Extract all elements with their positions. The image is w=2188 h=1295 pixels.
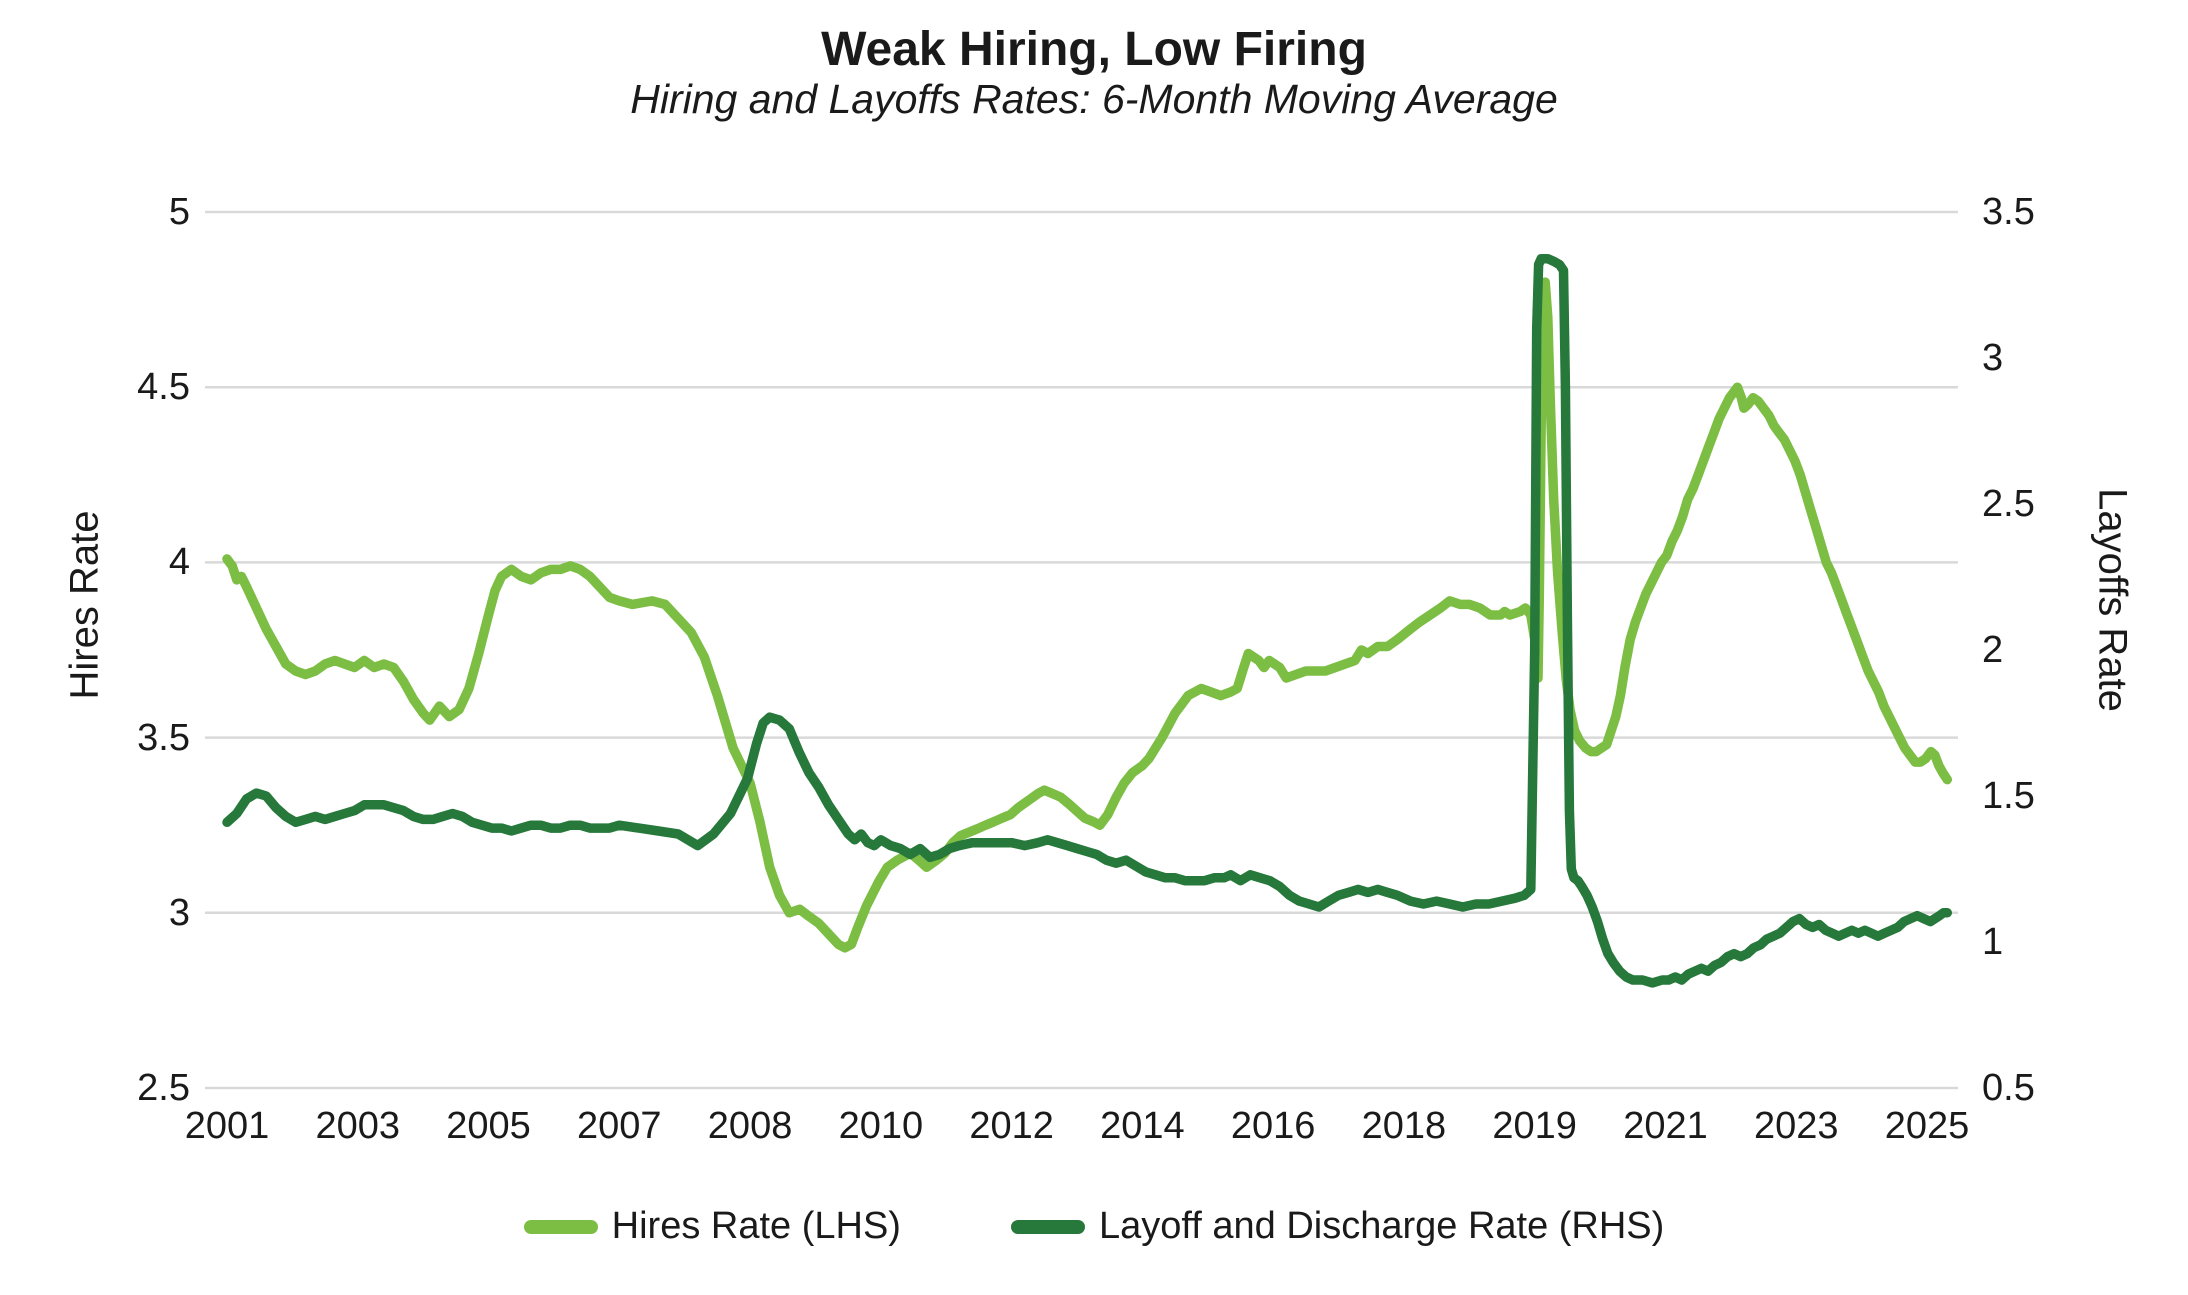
left-axis-tick-label: 2.5 bbox=[137, 1067, 190, 1109]
layoffs-line-swatch-icon bbox=[1010, 1219, 1085, 1234]
legend: Hires Rate (LHS) Layoff and Discharge Ra… bbox=[0, 1205, 2188, 1248]
x-axis-tick-label: 2016 bbox=[1230, 1105, 1316, 1147]
chart-title: Weak Hiring, Low Firing bbox=[821, 23, 1367, 76]
x-axis-tick-label: 2012 bbox=[969, 1105, 1054, 1147]
legend-item-layoffs: Layoff and Discharge Rate (RHS) bbox=[1010, 1205, 1665, 1248]
right-axis-tick-label: 2 bbox=[1982, 629, 2004, 671]
hires-rate-line bbox=[222, 277, 1953, 953]
left-axis-tick-label: 3 bbox=[168, 891, 190, 934]
left-axis-tick-label: 3.5 bbox=[137, 716, 190, 759]
left-axis-tick-label: 4 bbox=[168, 541, 190, 584]
x-axis-tick-label: 2008 bbox=[707, 1105, 793, 1147]
right-axis-tick-label: 1 bbox=[1982, 921, 2004, 963]
x-axis-tick-label: 2003 bbox=[315, 1105, 401, 1147]
legend-label-hires: Hires Rate (LHS) bbox=[611, 1205, 901, 1247]
x-axis-tick-label: 2019 bbox=[1492, 1105, 1577, 1147]
hires-line-swatch-icon bbox=[523, 1219, 598, 1234]
right-axis-tick-label: 0.5 bbox=[1982, 1067, 2035, 1109]
x-axis-tick-label: 2025 bbox=[1884, 1105, 1970, 1147]
legend-item-hires: Hires Rate (LHS) bbox=[523, 1205, 901, 1248]
x-axis-tick-label: 2023 bbox=[1753, 1105, 1839, 1147]
x-axis-tick-label: 2018 bbox=[1361, 1105, 1447, 1147]
chart-subtitle: Hiring and Layoffs Rates: 6-Month Moving… bbox=[630, 76, 1558, 122]
right-axis-tick-label: 2.5 bbox=[1982, 483, 2035, 525]
x-axis-tick-label: 2001 bbox=[184, 1105, 270, 1147]
x-axis-tick-label: 2007 bbox=[577, 1105, 662, 1147]
right-axis-tick-label: 3.5 bbox=[1982, 191, 2035, 233]
x-axis-tick-label: 2010 bbox=[838, 1105, 924, 1147]
x-axis-tick-label: 2014 bbox=[1100, 1105, 1185, 1147]
layoff-rate-line bbox=[222, 253, 1953, 988]
x-axis-tick-label: 2005 bbox=[446, 1105, 531, 1147]
x-axis-tick-label: 2021 bbox=[1623, 1105, 1708, 1147]
right-axis-tick-label: 3 bbox=[1982, 337, 2004, 379]
left-axis-tick-label: 4.5 bbox=[137, 366, 190, 409]
left-axis-title: Hires Rate bbox=[62, 510, 107, 700]
left-axis-tick-label: 5 bbox=[168, 191, 190, 233]
legend-label-layoffs: Layoff and Discharge Rate (RHS) bbox=[1098, 1205, 1665, 1247]
right-axis-tick-label: 1.5 bbox=[1982, 775, 2035, 817]
